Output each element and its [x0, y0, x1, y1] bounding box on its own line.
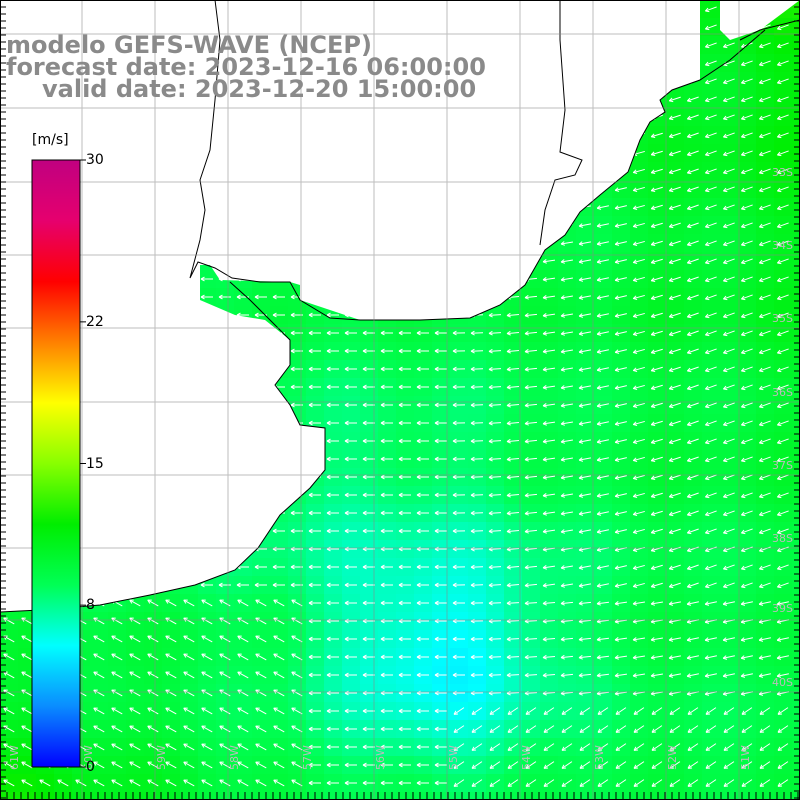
- field-cell: [792, 198, 800, 216]
- field-cell: [126, 792, 144, 800]
- field-cell: [72, 792, 90, 800]
- field-cell: [792, 252, 800, 270]
- lon-label: 55W: [447, 745, 460, 770]
- field-cell: [792, 666, 800, 684]
- lat-label: 36S: [772, 386, 793, 399]
- field-cell: [792, 630, 800, 648]
- field-cell: [792, 216, 800, 234]
- field-cell: [792, 324, 800, 342]
- field-cell: [792, 234, 800, 252]
- field-cell: [162, 792, 180, 800]
- colorbar-bar: [31, 159, 81, 768]
- field-cell: [234, 792, 252, 800]
- colorbar-tick-label: 30: [86, 152, 104, 168]
- field-cell: [486, 792, 504, 800]
- field-cell: [792, 162, 800, 180]
- lat-label: 39S: [772, 602, 793, 615]
- field-cell: [108, 792, 126, 800]
- field-cell: [792, 468, 800, 486]
- field-cell: [630, 792, 648, 800]
- field-cell: [792, 0, 800, 18]
- field-cell: [612, 792, 630, 800]
- field-cell: [288, 792, 306, 800]
- field-cell: [792, 486, 800, 504]
- field-cell: [792, 360, 800, 378]
- field-cell: [0, 792, 18, 800]
- field-cell: [756, 792, 774, 800]
- valid-date: valid date: 2023-12-20 15:00:00: [42, 75, 477, 103]
- field-cell: [792, 396, 800, 414]
- lon-label: 52W: [666, 745, 679, 770]
- lon-label: 61W: [8, 745, 21, 770]
- lon-label: 59W: [155, 745, 168, 770]
- lon-label: 54W: [520, 745, 533, 770]
- field-cell: [792, 738, 800, 756]
- colorbar-tick-label: 15: [86, 455, 104, 472]
- lon-label: 58W: [228, 745, 241, 770]
- lon-label: 51W: [739, 745, 752, 770]
- field-cell: [792, 522, 800, 540]
- lat-label: 40S: [772, 676, 793, 689]
- field-cell: [792, 108, 800, 126]
- field-cell: [666, 792, 684, 800]
- colorbar-tick-label: 0: [86, 759, 95, 775]
- field-cell: [792, 18, 800, 36]
- field-cell: [576, 792, 594, 800]
- field-cell: [792, 792, 800, 800]
- colorbar-tick-label: 8: [86, 597, 95, 614]
- field-cell: [360, 792, 378, 800]
- lat-label: 33S: [772, 166, 793, 179]
- field-cell: [792, 288, 800, 306]
- field-cell: [450, 792, 468, 800]
- field-cell: [792, 342, 800, 360]
- field-cell: [792, 756, 800, 774]
- field-cell: [792, 144, 800, 162]
- field-cell: [378, 792, 396, 800]
- colorbar-tick-label: 22: [86, 313, 104, 330]
- field-cell: [198, 792, 216, 800]
- field-cell: [792, 504, 800, 522]
- field-cell: [702, 792, 720, 800]
- field-cell: [792, 270, 800, 288]
- lat-label: 35S: [772, 312, 793, 325]
- lat-label: 34S: [772, 239, 793, 252]
- field-cell: [792, 126, 800, 144]
- field-cell: [792, 378, 800, 396]
- lat-label: 37S: [772, 459, 793, 472]
- field-cell: [504, 792, 522, 800]
- field-cell: [792, 576, 800, 594]
- colorbar-unit: [m/s]: [32, 132, 69, 148]
- field-cell: [792, 414, 800, 432]
- lon-label: 56W: [374, 745, 387, 770]
- field-cell: [792, 72, 800, 90]
- field-cell: [36, 792, 54, 800]
- field-cell: [792, 90, 800, 108]
- field-cell: [414, 792, 432, 800]
- field-cell: [792, 36, 800, 54]
- field-cell: [738, 792, 756, 800]
- field-cell: [252, 792, 270, 800]
- field-cell: [792, 450, 800, 468]
- field-cell: [324, 792, 342, 800]
- lon-label: 57W: [301, 745, 314, 770]
- lon-label: 53W: [593, 745, 606, 770]
- lat-label: 38S: [772, 532, 793, 545]
- field-cell: [792, 612, 800, 630]
- colorbar: [31, 159, 86, 768]
- field-cell: [792, 702, 800, 720]
- field-cell: [792, 540, 800, 558]
- field-cell: [540, 792, 558, 800]
